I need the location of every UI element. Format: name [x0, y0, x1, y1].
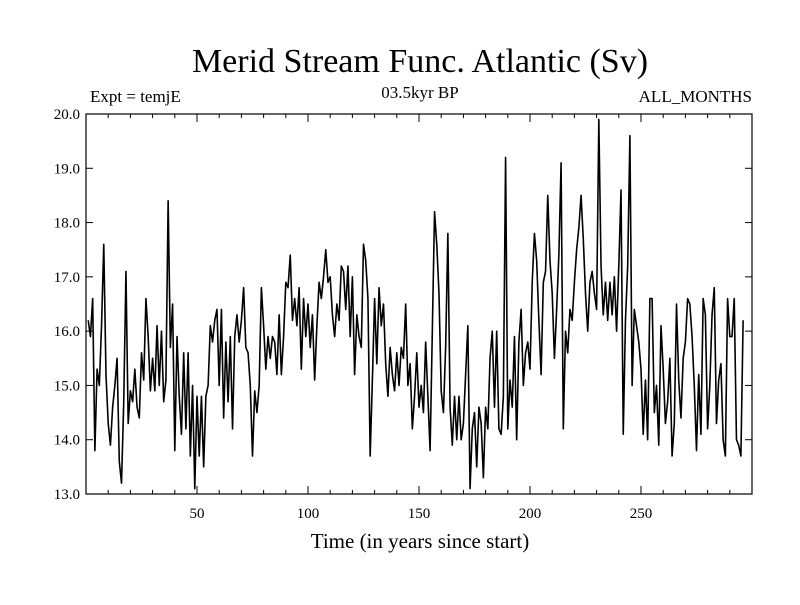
chart-title: Merid Stream Func. Atlantic (Sv): [192, 43, 648, 80]
months-label: ALL_MONTHS: [639, 87, 752, 106]
period-label: 03.5kyr BP: [381, 83, 458, 102]
y-tick-label: 18.0: [54, 216, 80, 232]
y-tick-label: 16.0: [54, 324, 80, 340]
y-axis: 13.0 14.0 15.0 16.0 17.0 18.0 19.0 20.0: [54, 107, 752, 503]
x-axis-label: Time (in years since start): [311, 529, 530, 553]
experiment-label: Expt = temjE: [90, 87, 181, 106]
y-tick-label: 13.0: [54, 487, 80, 503]
series-group: [87, 118, 744, 490]
series-line: [87, 118, 744, 490]
x-tick-label: 250: [630, 506, 653, 522]
x-axis: 50 100 150 200 250: [107, 114, 731, 522]
x-tick-label: 200: [519, 506, 542, 522]
x-tick-label: 100: [297, 506, 320, 522]
y-tick-label: 19.0: [54, 161, 80, 177]
plot-frame: [85, 113, 753, 495]
y-tick-label: 15.0: [54, 378, 80, 394]
y-tick-label: 20.0: [54, 107, 80, 123]
y-tick-label: 14.0: [54, 433, 80, 449]
x-tick-label: 150: [408, 506, 431, 522]
x-tick-label: 50: [190, 506, 205, 522]
y-tick-label: 17.0: [54, 270, 80, 286]
